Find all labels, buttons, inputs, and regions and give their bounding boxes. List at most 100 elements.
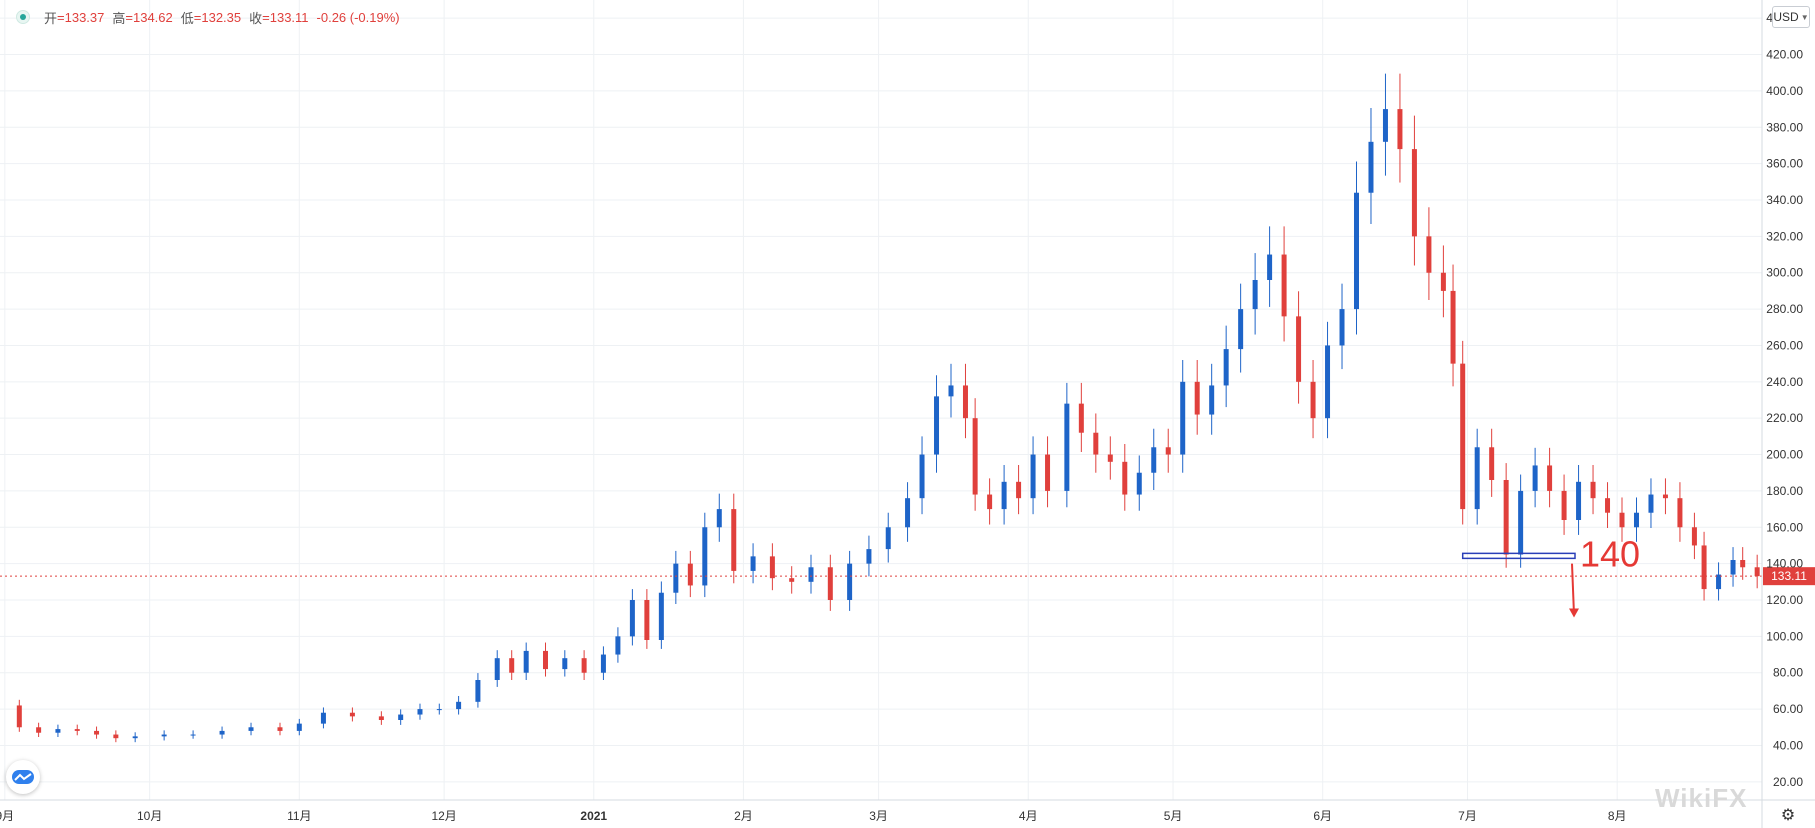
candle-body — [1532, 465, 1538, 491]
candle-body — [161, 734, 167, 737]
candle-body — [1136, 472, 1142, 495]
x-tick-label: 5月 — [1164, 809, 1183, 823]
candle-body — [475, 680, 481, 702]
candle-body — [1267, 254, 1273, 280]
candle-body — [562, 658, 568, 670]
down-arrow-head-icon — [1569, 608, 1579, 618]
candle-body — [581, 658, 587, 673]
candle-body — [673, 563, 679, 593]
symbol-status-icon[interactable] — [16, 10, 30, 24]
down-arrow-shaft — [1571, 563, 1575, 615]
watermark-logo: WikiFX — [1655, 783, 1748, 813]
y-tick-label: 420.00 — [1766, 48, 1803, 62]
candle-body — [277, 727, 283, 731]
high-value: =134.62 — [125, 9, 173, 25]
y-tick-label: 20.00 — [1773, 775, 1803, 789]
open-value: =133.37 — [57, 9, 105, 25]
candle-body — [509, 658, 515, 673]
y-tick-label: 380.00 — [1766, 120, 1803, 134]
candle-body — [74, 729, 80, 731]
candle-body — [523, 650, 529, 673]
candle-body — [494, 658, 500, 680]
y-tick-label: 80.00 — [1773, 666, 1803, 680]
candle-body — [1252, 280, 1258, 310]
candle-body — [1662, 494, 1668, 499]
candle-body — [1691, 527, 1697, 546]
candle-body — [1165, 447, 1171, 455]
y-tick-label: 360.00 — [1766, 157, 1803, 171]
candle-body — [1122, 461, 1128, 495]
chevron-down-icon: ▼ — [1800, 12, 1809, 22]
tradingview-logo-button[interactable] — [6, 760, 40, 794]
candle-body — [1754, 567, 1760, 577]
candle-body — [1489, 447, 1495, 480]
y-tick-label: 200.00 — [1766, 448, 1803, 462]
candle-body — [1030, 454, 1036, 499]
close-value: =133.11 — [262, 9, 309, 25]
x-tick-label: 11月 — [287, 809, 311, 823]
candle-body — [248, 727, 254, 731]
change-value: -0.26 (-0.19%) — [316, 9, 400, 25]
y-tick-label: 140.00 — [1766, 557, 1803, 571]
y-tick-label: 240.00 — [1766, 375, 1803, 389]
settings-gear-icon[interactable]: ⚙ — [1780, 807, 1796, 824]
candle-body — [827, 567, 833, 600]
y-tick-label: 340.00 — [1766, 193, 1803, 207]
candle-body — [972, 418, 978, 495]
candle-body — [1740, 560, 1746, 568]
candle-body — [702, 527, 708, 586]
support-level-box — [1461, 552, 1576, 560]
y-tick-label: 300.00 — [1766, 266, 1803, 280]
low-label: 低 — [180, 10, 194, 26]
candle-body — [1576, 481, 1582, 520]
ohlc-legend: 开 =133.37 高 =134.62 低 =132.35 收 =133.11 … — [16, 6, 408, 28]
candle-body — [1368, 141, 1374, 193]
candle-body — [1411, 149, 1417, 237]
current-price-badge — [1763, 567, 1815, 586]
candle-body — [398, 714, 404, 720]
candle-body — [1450, 290, 1456, 364]
candle-body — [905, 498, 911, 528]
candle-body — [1064, 403, 1070, 491]
y-tick-label: 280.00 — [1766, 302, 1803, 316]
candle-body — [378, 716, 384, 720]
candles — [16, 73, 1760, 743]
candle-body — [769, 556, 775, 579]
y-tick-label: 260.00 — [1766, 338, 1803, 352]
candle-body — [1677, 498, 1683, 528]
candle-body — [320, 712, 326, 724]
candle-body — [600, 654, 606, 673]
candle-body — [1093, 432, 1099, 455]
candle-body — [1325, 345, 1331, 419]
candle-body — [417, 709, 423, 715]
candle-body — [629, 600, 635, 637]
candle-body — [885, 527, 891, 550]
candle-body — [1605, 498, 1611, 513]
candle-body — [919, 454, 925, 499]
x-tick-label: 3月 — [869, 809, 888, 823]
y-tick-label: 60.00 — [1773, 702, 1803, 716]
x-tick-label: 4月 — [1019, 809, 1038, 823]
candle-body — [1016, 481, 1022, 499]
candle-body — [1440, 272, 1446, 291]
x-tick-label: 6月 — [1313, 809, 1332, 823]
candle-body — [1397, 109, 1403, 150]
candle-body — [1310, 381, 1316, 419]
candle-body — [1209, 385, 1215, 415]
x-tick-label: 2月 — [734, 809, 753, 823]
currency-selector[interactable]: USD ▼ — [1772, 6, 1810, 28]
candle-body — [934, 396, 940, 455]
y-tick-label: 100.00 — [1766, 629, 1803, 643]
y-tick-label: 400.00 — [1766, 84, 1803, 98]
y-tick-label: 120.00 — [1766, 593, 1803, 607]
candle-body — [1238, 309, 1244, 350]
candle-body — [94, 730, 100, 735]
x-tick-label: 9月 — [0, 809, 14, 823]
candle-body — [1296, 316, 1302, 382]
grid — [0, 0, 1762, 800]
candle-body — [1561, 490, 1567, 520]
candle-body — [789, 578, 795, 582]
candle-body — [948, 385, 954, 397]
candle-body — [615, 636, 621, 655]
